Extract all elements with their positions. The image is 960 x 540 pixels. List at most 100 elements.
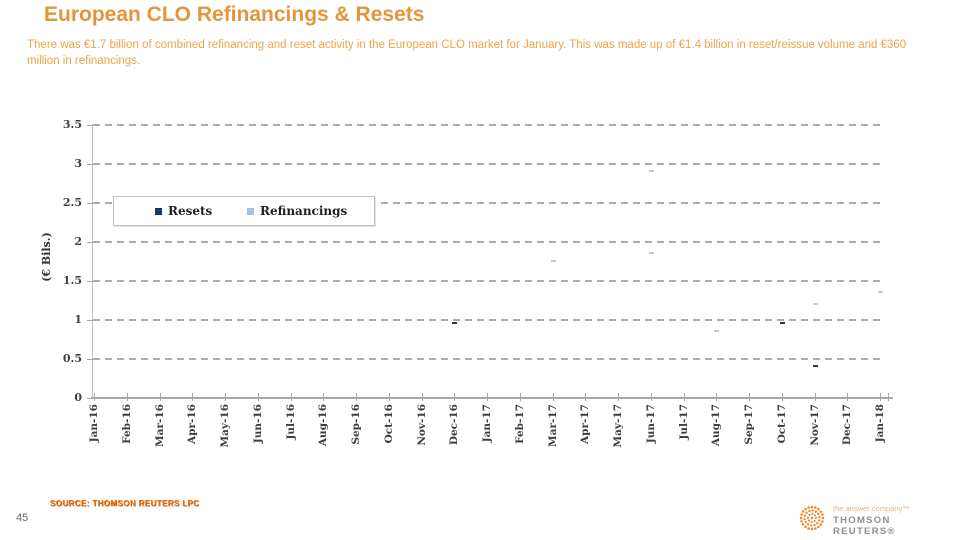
x-tick-label: Apr-17 xyxy=(579,404,592,444)
data-mark-jun-17-refinancings xyxy=(648,170,654,173)
x-tick-label: Jun-17 xyxy=(644,404,657,444)
y-axis-tick xyxy=(87,280,93,282)
x-axis-tick xyxy=(683,393,685,401)
x-axis-tick xyxy=(159,393,161,401)
y-tick-label: 1 xyxy=(74,312,82,326)
y-axis-tick xyxy=(87,202,93,204)
x-axis-tick xyxy=(192,393,194,401)
x-axis-tick xyxy=(487,393,488,401)
x-tick-label: Jul-17 xyxy=(677,404,690,440)
data-mark-dec-16-resets xyxy=(452,322,458,325)
x-tick-label: Oct-17 xyxy=(775,404,788,444)
x-tick-label: Jun-16 xyxy=(251,404,264,444)
x-axis-tick xyxy=(618,393,619,401)
x-axis-line xyxy=(91,397,893,399)
page-title: European CLO Refinancings & Resets xyxy=(44,3,425,26)
data-mark-jun-17-refinancings xyxy=(648,252,654,255)
x-tick-label: Mar-16 xyxy=(153,404,166,447)
gridline xyxy=(93,201,883,204)
y-tick-label: 1.5 xyxy=(62,273,82,287)
x-axis-tick xyxy=(126,393,128,401)
x-tick-label: Aug-16 xyxy=(317,404,330,447)
x-axis-tick xyxy=(421,393,423,401)
gridline xyxy=(93,240,883,243)
x-tick-label: Nov-17 xyxy=(808,404,821,446)
gridline xyxy=(93,357,883,360)
kinesis-sphere-icon xyxy=(799,505,825,531)
gridline xyxy=(93,318,883,321)
x-axis-tick xyxy=(749,393,750,401)
thomson-reuters-logo: the answer company™ THOMSON REUTERS® xyxy=(798,500,948,537)
data-mark-nov-17-refinancings xyxy=(812,302,818,305)
x-tick-label: Jan-18 xyxy=(874,404,886,443)
x-axis-tick xyxy=(847,393,849,401)
x-tick-label: Mar-17 xyxy=(546,404,559,447)
x-axis-tick xyxy=(552,393,554,401)
x-tick-label: Oct-16 xyxy=(382,404,395,444)
x-tick-label: May-17 xyxy=(612,404,624,448)
legend-label-refinancings: Refinancings xyxy=(260,204,348,218)
y-axis-tick xyxy=(87,241,93,243)
x-tick-label: Aug-17 xyxy=(710,404,723,447)
y-tick-label: 0.5 xyxy=(62,351,82,365)
x-tick-label: Jan-16 xyxy=(88,404,100,443)
x-axis-tick xyxy=(94,393,95,401)
y-axis-line xyxy=(92,124,93,398)
x-axis-tick xyxy=(323,393,325,401)
data-mark-mar-17-refinancings xyxy=(550,260,556,262)
legend-item-refinancings: Refinancings xyxy=(247,197,347,225)
x-axis-tick xyxy=(585,393,587,401)
x-tick-label: Dec-17 xyxy=(841,404,854,446)
x-tick-label: Jan-17 xyxy=(481,404,493,443)
gridline xyxy=(93,123,883,126)
legend-label-resets: Resets xyxy=(168,204,213,218)
x-tick-label: Feb-16 xyxy=(120,404,133,444)
x-axis-tick xyxy=(650,393,652,401)
resets-swatch xyxy=(155,207,162,215)
x-tick-label: Sep-16 xyxy=(350,404,362,445)
data-mark-aug-17-refinancings xyxy=(714,330,720,333)
page-number: 45 xyxy=(16,512,29,524)
y-axis-tick xyxy=(87,163,93,165)
x-tick-label: Nov-16 xyxy=(415,404,428,446)
x-axis-tick xyxy=(356,393,357,401)
y-tick-label: 0 xyxy=(74,390,82,404)
y-axis-tick xyxy=(87,397,93,399)
slide-subtitle: There was €1.7 billion of combined refin… xyxy=(27,39,907,67)
x-tick-label: Dec-16 xyxy=(448,404,461,446)
x-axis-tick xyxy=(519,393,521,401)
data-mark-nov-17-resets xyxy=(812,365,818,368)
x-tick-label: Sep-17 xyxy=(743,404,755,445)
y-axis-tick xyxy=(87,319,93,321)
y-tick-label: 3 xyxy=(74,156,82,170)
refinancings-swatch xyxy=(247,207,254,215)
y-tick-label: 2 xyxy=(74,234,82,248)
logo-brand: THOMSON REUTERS® xyxy=(833,515,896,537)
x-axis-tick xyxy=(781,393,783,401)
logo-tagline: the answer company™ xyxy=(833,504,910,513)
x-axis-tick xyxy=(454,393,456,401)
x-tick-label: Feb-17 xyxy=(513,404,526,444)
x-axis-tick xyxy=(388,393,390,401)
chart-legend: Resets Refinancings xyxy=(113,196,375,226)
x-axis-tick xyxy=(257,393,259,401)
source-attribution: SOURCE: THOMSON REUTERS LPC xyxy=(50,499,200,508)
x-axis-tick xyxy=(880,393,881,401)
x-axis-tick xyxy=(716,393,718,401)
x-tick-label: Apr-16 xyxy=(186,404,199,444)
y-tick-label: 3.5 xyxy=(62,117,82,131)
y-axis-tick xyxy=(87,358,93,360)
legend-item-resets: Resets xyxy=(155,197,212,225)
x-axis-tick xyxy=(225,393,226,401)
y-axis-tick xyxy=(87,124,93,126)
data-mark-jan-18-refinancings xyxy=(878,291,883,294)
x-axis-tick xyxy=(814,393,816,401)
y-tick-label: 2.5 xyxy=(62,195,82,209)
x-tick-label: May-16 xyxy=(219,404,231,448)
x-axis-tick xyxy=(290,393,292,401)
x-tick-label: Jul-16 xyxy=(284,404,297,440)
x-axis-end-tick xyxy=(888,393,889,401)
data-mark-oct-17-resets xyxy=(779,322,785,325)
